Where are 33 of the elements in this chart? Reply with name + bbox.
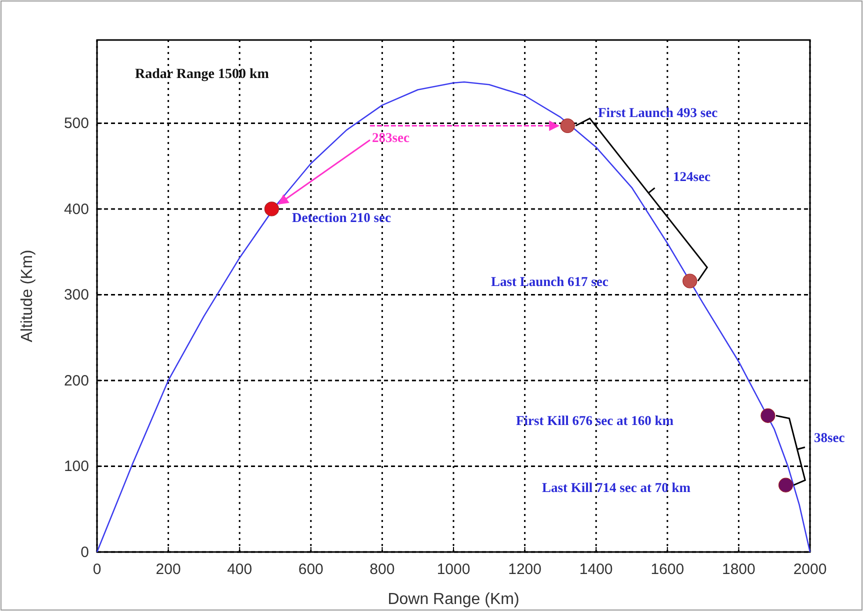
annotation: Last Launch 617 sec	[491, 274, 608, 289]
y-tick-label: 100	[64, 458, 89, 476]
point	[682, 274, 698, 288]
y-axis-title: Altitude (Km)	[19, 250, 36, 342]
x-tick-label: 2000	[793, 561, 827, 578]
annotation: First Launch 493 sec	[598, 105, 718, 120]
y-tick-label: 500	[64, 115, 89, 132]
annotation: First Kill 676 sec at 160 km	[516, 413, 674, 428]
y-tick-label: 300	[64, 286, 89, 304]
x-tick-label: 1000	[436, 561, 470, 578]
x-tick-label: 0	[92, 561, 102, 578]
y-tick-label: 400	[64, 200, 89, 218]
x-tick-label: 1400	[579, 561, 613, 578]
annotation: 283sec	[372, 130, 410, 145]
y-tick-label: 200	[64, 372, 89, 390]
point	[778, 478, 794, 492]
annotation: Last Kill 714 sec at 70 km	[542, 480, 692, 495]
x-tick-label: 1200	[508, 561, 542, 578]
x-tick-label: 600	[298, 561, 324, 578]
annotation: 38sec	[814, 430, 845, 445]
point	[760, 408, 776, 423]
y-tick-label: 0	[80, 544, 89, 561]
annotation: 124sec	[673, 169, 710, 184]
x-tick-label: 400	[227, 561, 252, 578]
x-tick-label: 1800	[722, 561, 756, 578]
annotation: Radar Range 1500 km	[135, 67, 270, 82]
point	[560, 118, 575, 134]
x-tick-label: 1600	[650, 561, 684, 578]
annotation: Detection 210 sec	[292, 210, 391, 225]
point	[264, 202, 279, 216]
x-tick-label: 800	[370, 561, 395, 578]
x-axis-title: Down Range (Km)	[388, 591, 520, 608]
x-tick-label: 200	[156, 561, 181, 578]
